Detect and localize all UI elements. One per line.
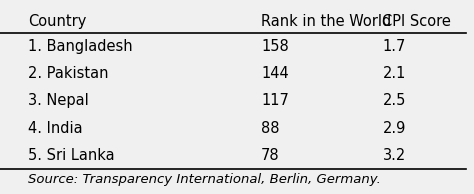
Text: 2.5: 2.5 — [383, 93, 406, 108]
Text: Rank in the World: Rank in the World — [261, 14, 392, 29]
Text: 78: 78 — [261, 148, 280, 163]
Text: CPI Score: CPI Score — [383, 14, 451, 29]
Text: 2.1: 2.1 — [383, 66, 406, 81]
Text: 2.9: 2.9 — [383, 120, 406, 136]
Text: Country: Country — [28, 14, 86, 29]
Text: 1. Bangladesh: 1. Bangladesh — [28, 39, 133, 54]
Text: 2. Pakistan: 2. Pakistan — [28, 66, 109, 81]
Text: 144: 144 — [261, 66, 289, 81]
Text: 5. Sri Lanka: 5. Sri Lanka — [28, 148, 115, 163]
Text: 1.7: 1.7 — [383, 39, 406, 54]
Text: Source: Transparency International, Berlin, Germany.: Source: Transparency International, Berl… — [28, 173, 381, 186]
Text: 3.2: 3.2 — [383, 148, 406, 163]
Text: 3. Nepal: 3. Nepal — [28, 93, 89, 108]
Text: 88: 88 — [261, 120, 280, 136]
Text: 158: 158 — [261, 39, 289, 54]
Text: 117: 117 — [261, 93, 289, 108]
Text: 4. India: 4. India — [28, 120, 82, 136]
